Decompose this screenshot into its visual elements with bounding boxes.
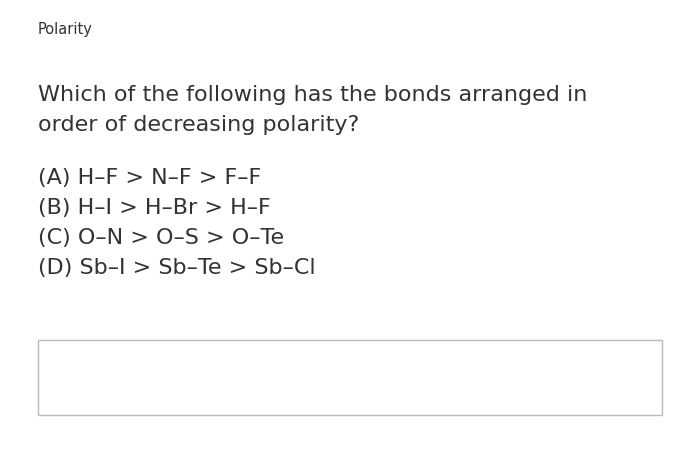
Text: Which of the following has the bonds arranged in: Which of the following has the bonds arr…	[38, 85, 587, 105]
Text: order of decreasing polarity?: order of decreasing polarity?	[38, 115, 359, 135]
Text: (C) O–N > O–S > O–Te: (C) O–N > O–S > O–Te	[38, 228, 284, 248]
FancyBboxPatch shape	[38, 340, 662, 415]
Text: (D) Sb–I > Sb–Te > Sb–Cl: (D) Sb–I > Sb–Te > Sb–Cl	[38, 258, 316, 278]
Text: (B) H–I > H–Br > H–F: (B) H–I > H–Br > H–F	[38, 198, 271, 218]
Text: Polarity: Polarity	[38, 22, 93, 37]
Text: (A) H–F > N–F > F–F: (A) H–F > N–F > F–F	[38, 168, 261, 188]
